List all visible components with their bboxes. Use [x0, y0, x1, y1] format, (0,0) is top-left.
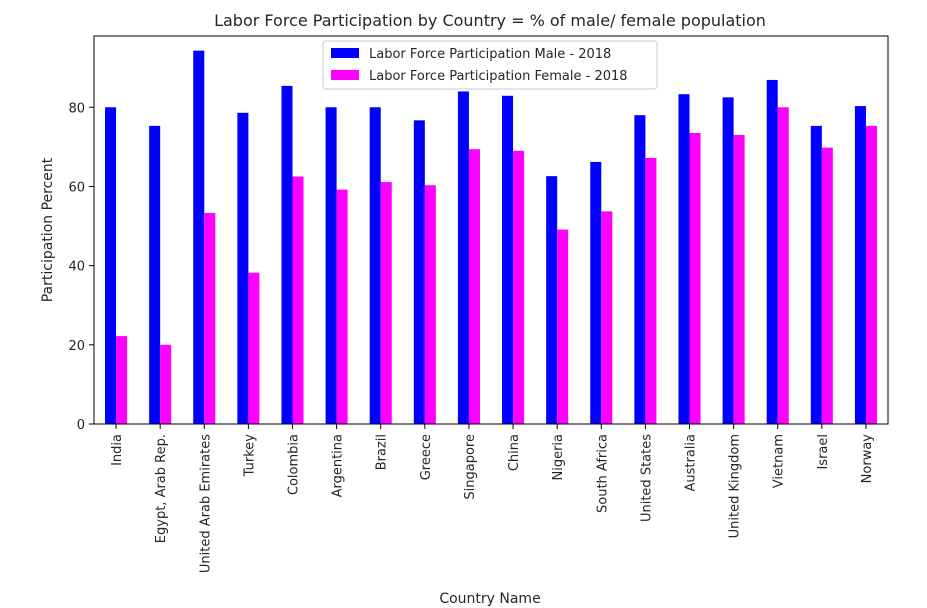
bar-male-16 — [810, 125, 822, 425]
y-tick-label: 40 — [68, 260, 85, 275]
x-tick-label: Singapore — [463, 434, 478, 500]
x-tick-label: United States — [639, 434, 654, 522]
bar-male-12 — [634, 115, 646, 425]
bar-female-7 — [424, 185, 436, 424]
x-tick-label: Nigeria — [551, 434, 566, 481]
y-tick-label: 60 — [68, 180, 85, 195]
x-tick-label: Israel — [816, 434, 831, 470]
x-tick-label: Australia — [684, 434, 699, 492]
bar-male-0 — [105, 107, 117, 425]
bar-male-14 — [722, 97, 734, 425]
bar-female-14 — [733, 134, 745, 425]
bar-female-12 — [645, 157, 657, 424]
bar-female-6 — [380, 182, 392, 424]
legend: Labor Force Participation Male - 2018 La… — [322, 40, 658, 90]
chart-title: Labor Force Participation by Country = %… — [214, 11, 766, 30]
bar-male-8 — [457, 91, 469, 425]
bar-male-11 — [590, 161, 602, 424]
legend-label-male: Labor Force Participation Male - 2018 — [369, 47, 611, 62]
bar-female-9 — [513, 150, 525, 424]
bar-male-9 — [502, 95, 514, 424]
y-axis-label: Participation Percent — [40, 157, 56, 302]
x-axis: India Egypt, Arab Rep. United Arab Emirate… — [110, 424, 875, 573]
bar-male-2 — [193, 50, 205, 425]
x-tick-label: India — [110, 434, 125, 466]
x-tick-label: Greece — [419, 434, 434, 480]
bar-female-1 — [160, 344, 172, 424]
y-tick-label: 0 — [77, 418, 85, 433]
x-tick-label: Vietnam — [772, 434, 787, 488]
x-tick-label: Colombia — [287, 434, 302, 495]
bar-male-13 — [678, 94, 690, 424]
bar-female-3 — [248, 272, 260, 424]
x-tick-label: Egypt, Arab Rep. — [154, 434, 169, 543]
bar-male-10 — [546, 176, 558, 424]
legend-label-female: Labor Force Participation Female - 2018 — [369, 69, 628, 84]
bar-male-17 — [854, 106, 866, 424]
x-tick-label: Brazil — [375, 434, 390, 470]
bar-female-15 — [777, 107, 789, 425]
x-tick-label: Turkey — [242, 434, 257, 478]
y-tick-label: 20 — [68, 339, 85, 354]
bar-male-5 — [325, 107, 337, 425]
bar-male-6 — [369, 107, 381, 425]
bar-female-5 — [336, 189, 348, 424]
legend-swatch-female — [331, 70, 359, 80]
bar-female-10 — [557, 229, 569, 424]
bar-male-7 — [413, 120, 425, 424]
bar-female-13 — [689, 133, 701, 424]
x-tick-label: South Africa — [595, 434, 610, 513]
plot-frame — [93, 35, 889, 425]
x-axis-label: Country Name — [439, 591, 540, 607]
x-tick-label: Argentina — [331, 434, 346, 497]
bar-female-0 — [116, 336, 128, 424]
bar-female-8 — [468, 149, 480, 425]
x-tick-label: China — [507, 434, 522, 471]
x-tick-label: United Kingdom — [728, 434, 743, 538]
x-tick-label: United Arab Emirates — [198, 434, 213, 573]
bar-female-4 — [292, 176, 304, 424]
bar-male-4 — [281, 85, 293, 424]
bars-layer — [105, 50, 877, 425]
y-axis: 0 20 40 60 80 — [68, 101, 94, 433]
bar-male-15 — [766, 79, 778, 424]
legend-swatch-male — [331, 48, 359, 58]
x-tick-label: Norway — [860, 434, 875, 484]
bar-female-11 — [601, 211, 613, 424]
bar-female-16 — [821, 147, 833, 424]
bar-female-17 — [865, 125, 877, 425]
bar-male-1 — [149, 125, 161, 425]
y-tick-label: 80 — [68, 101, 85, 116]
bar-female-2 — [204, 212, 216, 424]
legend-frame — [322, 40, 658, 90]
bar-male-3 — [237, 112, 249, 424]
